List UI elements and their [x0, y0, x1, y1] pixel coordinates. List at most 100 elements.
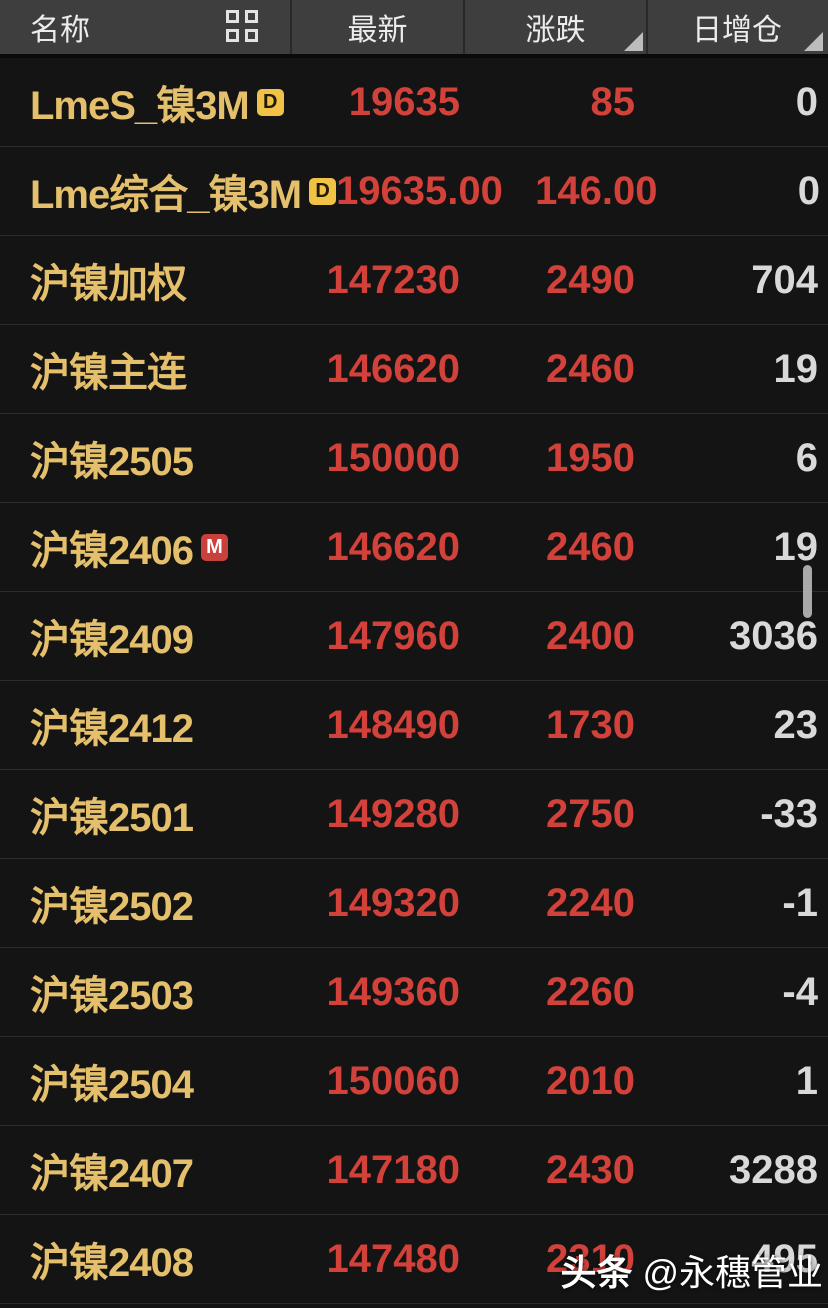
cell-open-interest-change: 19 — [773, 524, 819, 569]
watermark-prefix: 头条 — [560, 1252, 633, 1293]
column-header-last[interactable]: 最新 — [292, 0, 465, 54]
scrollbar-thumb[interactable] — [803, 565, 812, 618]
cell-price-change: 2430 — [546, 1147, 635, 1192]
cell-price-change: 2460 — [546, 524, 635, 569]
column-header-name: 名称 — [0, 0, 292, 54]
cell-contract-name: 沪镍2409 — [0, 607, 292, 665]
cell-last-price: 148490 — [326, 702, 460, 747]
table-row[interactable]: 沪镍2412 148490 1730 23 — [0, 681, 828, 770]
table-row[interactable]: 沪镍2503 149360 2260 -4 — [0, 948, 828, 1037]
column-header-oi-label: 日增仓 — [692, 14, 782, 47]
cell-open-interest-change: 23 — [773, 702, 819, 747]
cell-price-change: 2400 — [546, 613, 635, 658]
cell-last-price: 149320 — [326, 880, 460, 925]
contract-name-label: 沪镍2409 — [30, 618, 194, 662]
table-row[interactable]: 沪镍2505 150000 1950 6 — [0, 414, 828, 503]
column-header-change[interactable]: 涨跌 — [465, 0, 648, 54]
cell-last-price: 19635.00 — [336, 168, 503, 213]
cell-open-interest-change: 3036 — [729, 613, 818, 658]
cell-price-change: 2260 — [546, 969, 635, 1014]
contract-badge: D — [309, 177, 337, 205]
cell-price-change: 85 — [590, 79, 636, 124]
cell-price-change: 2460 — [546, 346, 635, 391]
table-row[interactable]: 沪镍加权 147230 2490 704 — [0, 236, 828, 325]
cell-contract-name: 沪镍2505 — [0, 429, 292, 487]
column-header-oi[interactable]: 日增仓 — [648, 0, 826, 54]
cell-last-price: 19635 — [348, 79, 460, 124]
cell-open-interest-change: 19 — [773, 346, 819, 391]
cell-open-interest-change: 3288 — [729, 1147, 818, 1192]
cell-contract-name: 沪镍2406 M — [0, 518, 292, 576]
table-row[interactable]: 沪镍2407 147180 2430 3288 — [0, 1126, 828, 1215]
cell-contract-name: LmeS_镍3M D — [0, 73, 292, 131]
sort-triangle-icon — [804, 32, 823, 51]
watermark: 头条 @永穗管业 — [560, 1244, 823, 1296]
cell-last-price: 150060 — [326, 1058, 460, 1103]
table-row[interactable]: 沪镍2406 M 146620 2460 19 — [0, 503, 828, 592]
cell-contract-name: 沪镍主连 — [0, 340, 292, 398]
cell-last-price: 147480 — [326, 1236, 460, 1281]
table-row[interactable]: 沪镍2504 150060 2010 1 — [0, 1037, 828, 1126]
contract-name-label: LmeS_镍3M — [30, 84, 250, 128]
table-row[interactable]: Lme综合_镍3M D 19635.00 146.00 0 — [0, 147, 828, 236]
cell-open-interest-change: 495 — [751, 1236, 818, 1281]
cell-last-price: 150000 — [326, 435, 460, 480]
sort-triangle-icon — [624, 32, 643, 51]
grid-view-icon-cell — [245, 10, 258, 23]
watermark-handle: @永穗管业 — [642, 1252, 823, 1293]
cell-contract-name: 沪镍2408 — [0, 1230, 292, 1288]
contract-name-label: 沪镍2408 — [30, 1241, 194, 1285]
cell-contract-name: Lme综合_镍3M D — [0, 162, 337, 220]
contract-name-label: 沪镍加权 — [30, 262, 187, 306]
contract-name-label: 沪镍2412 — [30, 707, 194, 751]
cell-last-price: 146620 — [326, 346, 460, 391]
cell-open-interest-change: 704 — [751, 257, 818, 302]
column-header-last-label: 最新 — [347, 14, 408, 47]
contract-name-label: Lme综合_镍3M — [30, 173, 302, 217]
cell-price-change: 2490 — [546, 257, 635, 302]
table-row[interactable]: 沪镍2501 149280 2750 -33 — [0, 770, 828, 859]
table-row[interactable]: 沪镍主连 146620 2460 19 — [0, 325, 828, 414]
cell-price-change: 2310 — [546, 1236, 635, 1281]
cell-open-interest-change: -33 — [760, 791, 818, 836]
cell-last-price: 147180 — [326, 1147, 460, 1192]
cell-price-change: 2750 — [546, 791, 635, 836]
cell-price-change: 2010 — [546, 1058, 635, 1103]
cell-contract-name: 沪镍2503 — [0, 963, 292, 1021]
contract-name-label: 沪镍主连 — [30, 351, 187, 395]
cell-open-interest-change: 0 — [795, 79, 818, 124]
contract-name-label: 沪镍2505 — [30, 440, 194, 484]
grid-view-icon[interactable] — [226, 10, 260, 44]
contract-name-label: 沪镍2502 — [30, 885, 194, 929]
contract-name-label: 沪镍2406 — [30, 529, 194, 573]
table-row[interactable]: 沪镍2502 149320 2240 -1 — [0, 859, 828, 948]
contract-name-label: 沪镍2501 — [30, 796, 194, 840]
cell-contract-name: 沪镍2412 — [0, 696, 292, 754]
cell-last-price: 146620 — [326, 524, 460, 569]
contract-name-label: 沪镍2503 — [30, 974, 194, 1018]
cell-open-interest-change: 0 — [797, 168, 820, 213]
cell-contract-name: 沪镍加权 — [0, 251, 292, 309]
cell-open-interest-change: 6 — [795, 435, 818, 480]
cell-price-change: 1730 — [546, 702, 635, 747]
table-row[interactable]: 沪镍2409 147960 2400 3036 — [0, 592, 828, 681]
cell-last-price: 147230 — [326, 257, 460, 302]
cell-last-price: 149360 — [326, 969, 460, 1014]
table-row[interactable]: 沪镍2408 147480 2310 495 — [0, 1215, 828, 1304]
table-row[interactable]: LmeS_镍3M D 19635 85 0 — [0, 58, 828, 147]
cell-open-interest-change: -1 — [782, 880, 818, 925]
cell-open-interest-change: -4 — [782, 969, 818, 1014]
contract-name-label: 沪镍2504 — [30, 1063, 194, 1107]
grid-view-icon-cell — [226, 29, 239, 42]
table-body: LmeS_镍3M D 19635 85 0 Lme综合_镍3M D 19635.… — [0, 58, 828, 1304]
cell-price-change: 1950 — [546, 435, 635, 480]
cell-contract-name: 沪镍2502 — [0, 874, 292, 932]
table-header: 名称 最新 涨跌 日增仓 — [0, 0, 828, 58]
cell-contract-name: 沪镍2504 — [0, 1052, 292, 1110]
cell-price-change: 2240 — [546, 880, 635, 925]
cell-price-change: 146.00 — [535, 168, 658, 213]
column-header-change-label: 涨跌 — [525, 14, 586, 47]
contract-name-label: 沪镍2407 — [30, 1152, 194, 1196]
column-header-name-label: 名称 — [30, 14, 90, 47]
